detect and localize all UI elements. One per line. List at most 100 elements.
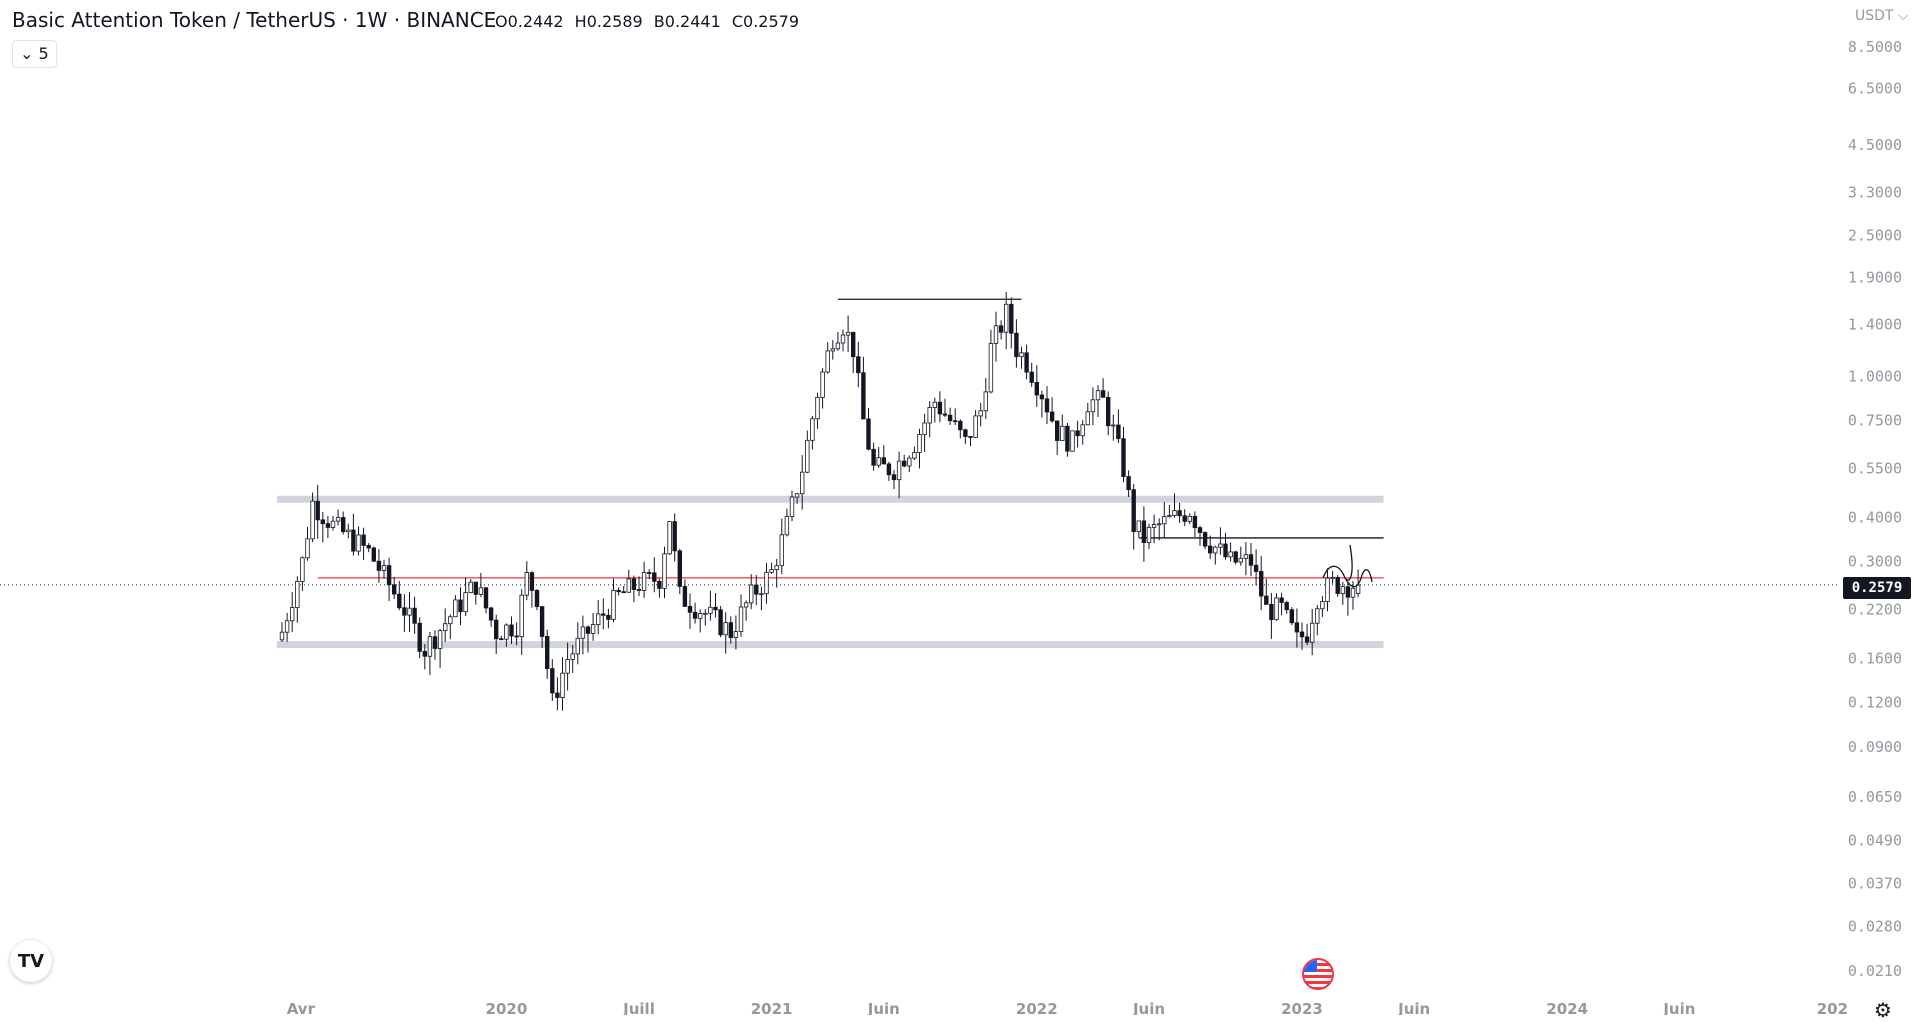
time-tick-label: 2021 bbox=[751, 1000, 793, 1015]
candle-body bbox=[1167, 515, 1172, 518]
candle-body bbox=[1182, 515, 1187, 522]
indicators-collapse-button[interactable]: ⌄ 5 bbox=[12, 40, 57, 68]
candle-body bbox=[325, 523, 331, 528]
candle-body bbox=[483, 587, 489, 609]
candle-body bbox=[575, 637, 580, 655]
candle-body bbox=[1228, 551, 1233, 558]
price-tick-label: 0.4000 bbox=[1848, 508, 1902, 526]
indicator-count: 5 bbox=[38, 44, 49, 63]
candle-body bbox=[1095, 390, 1101, 401]
candle-body bbox=[397, 593, 402, 609]
candle-body bbox=[993, 325, 999, 344]
candle-body bbox=[1085, 411, 1090, 426]
price-tick-label: 0.0650 bbox=[1848, 788, 1902, 806]
candle-body bbox=[284, 620, 290, 633]
candle-body bbox=[764, 571, 769, 595]
candle-body bbox=[320, 519, 325, 525]
price-tick-label: 4.5000 bbox=[1848, 136, 1902, 154]
candle-body bbox=[1157, 523, 1162, 526]
price-tick-label: 8.5000 bbox=[1848, 38, 1902, 56]
candle-body bbox=[759, 593, 764, 596]
candle-body bbox=[1269, 603, 1274, 621]
candle-body bbox=[330, 520, 336, 528]
candle-body bbox=[606, 614, 611, 620]
candle-body bbox=[356, 534, 361, 552]
candle-body bbox=[1019, 352, 1024, 358]
candle-body bbox=[289, 607, 295, 622]
candle-body bbox=[412, 607, 417, 624]
price-tick-label: 0.0900 bbox=[1848, 738, 1902, 756]
tradingview-logo-icon[interactable]: TV bbox=[10, 940, 52, 982]
candle-body bbox=[555, 692, 560, 698]
candle-body bbox=[662, 553, 667, 589]
candle-body bbox=[534, 590, 540, 608]
price-tick-label: 2.5000 bbox=[1848, 226, 1902, 244]
candle-body bbox=[1039, 394, 1045, 400]
chevron-down-icon: ⌄ bbox=[20, 44, 39, 63]
candle-body bbox=[1350, 587, 1356, 598]
candle-body bbox=[1248, 554, 1254, 566]
price-tick-label: 0.7500 bbox=[1848, 412, 1902, 430]
candle-body bbox=[652, 572, 657, 582]
candle-body bbox=[647, 572, 652, 574]
candle-body bbox=[1126, 476, 1131, 491]
candle-body bbox=[448, 616, 453, 625]
candle-body bbox=[1259, 571, 1264, 597]
candle-body bbox=[871, 448, 876, 466]
currency-selector[interactable]: USDT ⌵ bbox=[1855, 8, 1909, 24]
candle-body bbox=[641, 572, 647, 591]
candle-body bbox=[335, 517, 341, 522]
candle-body bbox=[493, 619, 499, 640]
candle-body bbox=[896, 460, 902, 481]
time-tick-label: 2024 bbox=[1546, 1000, 1588, 1015]
candle-body bbox=[1197, 527, 1203, 533]
candle-body bbox=[1116, 424, 1121, 440]
candle-body bbox=[713, 606, 718, 611]
candle-body bbox=[1274, 597, 1279, 621]
candle-body bbox=[1320, 601, 1325, 610]
candle-body bbox=[1060, 425, 1065, 441]
candle-body bbox=[529, 572, 535, 591]
candle-body bbox=[953, 420, 958, 423]
candle-body bbox=[886, 463, 892, 476]
candle-body bbox=[810, 418, 815, 441]
candle-body bbox=[1014, 332, 1019, 358]
candle-body bbox=[677, 550, 682, 587]
candle-body bbox=[1315, 608, 1320, 624]
candle-body bbox=[1136, 520, 1141, 532]
candle-body bbox=[1345, 586, 1351, 598]
candle-body bbox=[876, 457, 881, 466]
ohlc-values: O0.2442 H0.2589 B0.2441 C0.2579 bbox=[495, 12, 805, 31]
candle-body bbox=[845, 331, 851, 336]
candle-body bbox=[315, 500, 320, 521]
candle-body bbox=[585, 626, 591, 634]
candle-body bbox=[478, 587, 484, 595]
candle-body bbox=[340, 517, 346, 533]
gear-icon[interactable]: ⚙ bbox=[1874, 998, 1892, 1022]
candle-body bbox=[784, 516, 790, 536]
candle-body bbox=[1340, 586, 1345, 594]
candle-body bbox=[1299, 631, 1305, 638]
candle-body bbox=[295, 581, 300, 608]
candle-body bbox=[1223, 543, 1228, 558]
candle-body bbox=[626, 578, 631, 593]
candle-body bbox=[749, 584, 754, 604]
candle-body bbox=[1325, 577, 1330, 602]
candle-body bbox=[932, 401, 937, 408]
candle-body bbox=[509, 624, 514, 637]
candle-body bbox=[601, 613, 606, 616]
close-value: C0.2579 bbox=[731, 12, 799, 31]
candle-body bbox=[1213, 546, 1218, 554]
time-tick-label: 2020 bbox=[486, 1000, 528, 1015]
price-tick-label: 0.2200 bbox=[1848, 600, 1902, 618]
candle-body bbox=[1233, 551, 1238, 563]
candle-body bbox=[687, 605, 693, 613]
symbol-title[interactable]: Basic Attention Token / TetherUS · 1W · … bbox=[12, 8, 497, 32]
time-tick-label: 202 bbox=[1817, 1000, 1848, 1015]
candle-body bbox=[1253, 564, 1259, 572]
candle-body bbox=[800, 471, 805, 495]
candle-body bbox=[902, 460, 907, 467]
candle-body bbox=[1100, 390, 1106, 398]
us-flag-icon[interactable] bbox=[1302, 958, 1334, 990]
